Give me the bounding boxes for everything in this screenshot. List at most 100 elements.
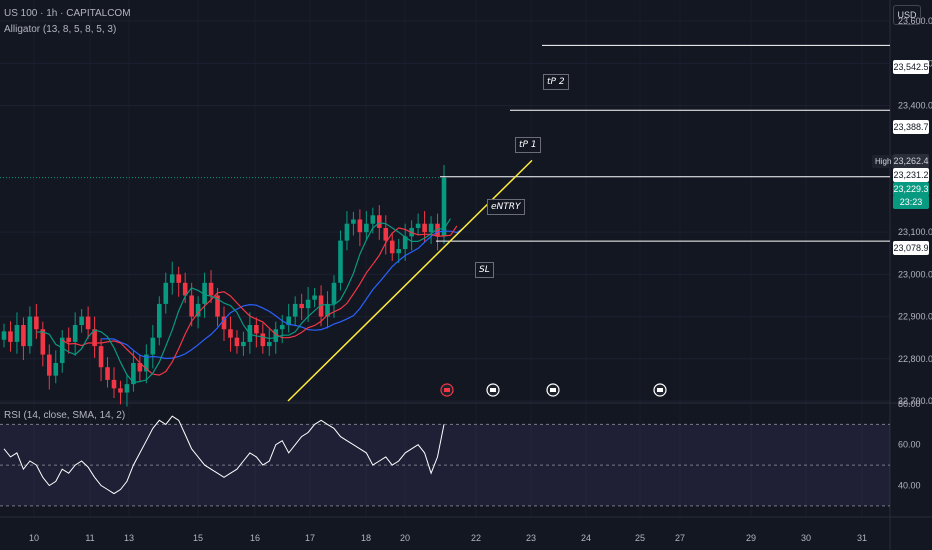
candle: [260, 333, 266, 347]
trendline: [287, 159, 533, 402]
currency-button[interactable]: USD: [893, 5, 921, 25]
time-axis-label: 17: [305, 533, 315, 543]
candle: [1, 331, 7, 340]
sl-annotation[interactable]: SL: [475, 262, 494, 278]
candle: [59, 337, 65, 364]
candle: [14, 325, 20, 342]
candle: [389, 240, 395, 254]
time-axis-label: 24: [581, 533, 591, 543]
tp2-annotation[interactable]: tP 2: [543, 74, 569, 90]
candle: [72, 325, 78, 342]
candle: [189, 295, 194, 317]
rsi-line: [3, 415, 445, 495]
tp1-annotation[interactable]: tP 1: [515, 137, 541, 153]
candle: [21, 325, 26, 347]
alligator-lines: [36, 218, 464, 384]
time-axis-label: 13: [124, 533, 134, 543]
candle: [273, 329, 279, 342]
rsi-axis-label: 40.00: [898, 480, 921, 490]
candle: [422, 223, 427, 233]
time-axis-label: 31: [857, 533, 867, 543]
candle: [241, 341, 246, 347]
candle: [163, 282, 169, 304]
candle: [8, 331, 13, 342]
tp1-price-tag: 23,388.7: [893, 120, 929, 134]
candle: [312, 295, 317, 300]
rsi-label[interactable]: RSI (14, close, SMA, 14, 2): [4, 410, 126, 421]
candle: [85, 316, 91, 330]
candle: [435, 223, 440, 237]
event-icon-glyph: [444, 388, 450, 392]
candle: [215, 295, 220, 317]
price-axis-label: 23,100.0: [898, 227, 932, 237]
candle: [415, 223, 421, 228]
candle: [105, 367, 110, 380]
candle: [254, 325, 259, 334]
candle: [338, 240, 343, 283]
candle: [286, 316, 292, 326]
event-icon-glyph: [490, 388, 496, 392]
alligator-lips: [36, 218, 452, 384]
candles: [1, 165, 447, 407]
symbol-title[interactable]: US 100 · 1h · CAPITALCOM: [4, 8, 131, 19]
entry-annotation[interactable]: eNTRY: [487, 199, 525, 215]
price-axis-label: 22,900.0: [898, 312, 932, 322]
event-icon-glyph: [550, 388, 556, 392]
price-axis-label: 22,700.0: [898, 396, 932, 406]
time-axis-label: 30: [801, 533, 811, 543]
price-axis-label: 22,800.0: [898, 354, 932, 364]
time-axis-label: 25: [635, 533, 645, 543]
sl-price-tag: 23,078.9: [893, 241, 929, 255]
bar-countdown: 23:23: [893, 195, 929, 209]
rsi-axis-label: 80.00: [898, 399, 921, 409]
event-icon-glyph: [657, 388, 663, 392]
candle: [53, 363, 59, 376]
candle: [228, 329, 233, 338]
candle: [351, 219, 356, 224]
candle: [92, 329, 97, 347]
time-axis-label: 27: [675, 533, 685, 543]
candle: [176, 274, 182, 283]
time-axis-label: 15: [193, 533, 203, 543]
candle: [66, 337, 72, 342]
candle: [182, 282, 188, 296]
candle: [364, 223, 369, 233]
candle: [234, 337, 240, 347]
candle: [195, 303, 201, 317]
time-axis-label: 29: [746, 533, 756, 543]
candle: [27, 316, 33, 347]
rsi-axis-label: 60.00: [898, 440, 921, 450]
time-axis-label: 18: [361, 533, 371, 543]
candle: [137, 363, 143, 372]
candle: [124, 384, 130, 393]
candle: [221, 316, 227, 330]
candle: [370, 215, 376, 224]
candle: [396, 249, 402, 254]
candle: [156, 303, 162, 338]
indicator-label[interactable]: Alligator (13, 8, 5, 8, 5, 3): [4, 24, 117, 35]
tp2-price-tag: 23,542.5: [893, 60, 929, 74]
candle: [79, 316, 84, 326]
candle: [202, 282, 207, 304]
candle: [118, 388, 123, 393]
time-axis-label: 16: [250, 533, 260, 543]
candle: [111, 379, 117, 389]
time-axis-label: 11: [85, 533, 94, 543]
candle: [305, 299, 311, 309]
current-price-tag: 23,229.3: [893, 182, 929, 196]
time-axis-label: 23: [526, 533, 536, 543]
candle: [402, 236, 408, 250]
time-axis-label: 10: [29, 533, 39, 543]
price-axis-label: 23,400.0: [898, 101, 932, 111]
high-label: High: [872, 155, 895, 168]
candle: [428, 223, 434, 233]
candle: [266, 341, 272, 347]
candle: [34, 316, 39, 330]
event-icons[interactable]: [440, 383, 667, 397]
price-levels: [0, 44, 890, 402]
candle: [98, 346, 104, 368]
candle: [383, 227, 389, 241]
candle: [208, 282, 214, 296]
time-axis-label: 22: [471, 533, 481, 543]
